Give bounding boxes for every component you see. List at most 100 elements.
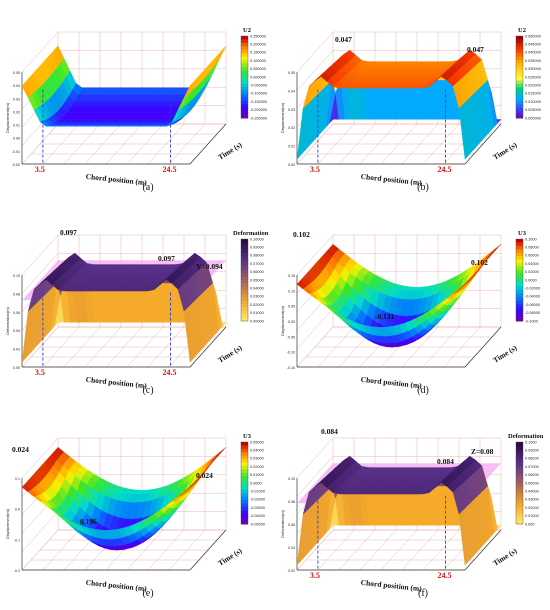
x-axis-label: Chord position (m)	[360, 375, 422, 390]
legend-tick-label: -0.200000	[250, 108, 267, 112]
z-tick-label: -0.15	[287, 366, 295, 370]
z-tick-label: 0.0	[15, 508, 20, 512]
surface	[21, 252, 227, 363]
z-tick-label: 0.05	[288, 305, 295, 309]
legend-tick-label: -0.1000	[525, 319, 538, 323]
legend-tick-label: -0.04000	[525, 295, 540, 299]
panel-caption: (a)	[142, 182, 153, 193]
legend-tick-label: 0.06000	[525, 473, 539, 477]
legend-tick-label: -0.02000	[525, 287, 540, 291]
legend-tick-label: 0.0000	[525, 278, 537, 282]
x-mark-label: 24.5	[438, 571, 452, 580]
legend-title: Deformation	[508, 433, 544, 440]
x-axis-label: Chord position (m)	[85, 172, 147, 187]
z-tick-label: 0.08	[288, 500, 295, 504]
annotation: 0.047	[467, 45, 484, 54]
surface	[296, 49, 502, 160]
y-axis-label: Time (s)	[216, 546, 244, 568]
legend-tick-label: -0.01000	[250, 490, 265, 494]
legend-tick-label: 0.04000	[250, 287, 264, 291]
legend-tick-label: 0.000000	[250, 75, 266, 79]
z-tick-label: -0.05	[287, 335, 295, 339]
y-axis-label: Time (s)	[491, 140, 519, 162]
legend-tick-label: -0.06000	[525, 303, 540, 307]
legend-tick-label: 0.03000	[525, 498, 539, 502]
x-mark-label: 24.5	[438, 165, 452, 174]
x-mark-label: 24.5	[163, 165, 177, 174]
z-tick-label: -0.1	[14, 538, 20, 542]
legend-tick-label: 0.015000	[525, 92, 541, 96]
legend-tick-label: 0.06000	[250, 270, 264, 274]
z-tick-label: -0.01	[12, 150, 20, 154]
legend-tick-label: 0.02000	[250, 465, 264, 469]
legend-tick-label: -0.05000	[250, 522, 265, 526]
legend-tick-label: 0.1000	[525, 440, 537, 444]
legend-tick-label: 0.08000	[250, 254, 264, 258]
surface	[296, 455, 502, 566]
panel-caption: (f)	[418, 588, 428, 599]
x-axis-label: Chord position (m)	[85, 578, 147, 593]
annotation: 0.084	[321, 427, 338, 436]
legend-tick-label: 0.01000	[250, 311, 264, 315]
colorbar: U30.05000 0.04000 0.03000 0.02000 0.01000 0.0…	[240, 433, 265, 526]
legend-tick-label: 0.020000	[525, 84, 541, 88]
z-tick-label: 0.10	[13, 274, 20, 278]
colorbar: U30.1000 0.08000 0.06000 0.04000 0.02000 0.00…	[515, 230, 540, 323]
z-tick-label: 0.03	[288, 108, 295, 112]
legend-tick-label: 0.03000	[250, 457, 264, 461]
chart-panel-b: 3.5 24.5 0.047 0.047 0.05 0.04 0.03 0.02 0.01 0.0…	[280, 27, 541, 193]
legend-tick-label: 0.035000	[525, 59, 541, 63]
legend-tick-label: 0.200000	[250, 43, 266, 47]
z-tick-label: 0.01	[288, 145, 295, 149]
legend-tick-label: 0.09000	[525, 449, 539, 453]
chart-panel-f: 3.5 24.50.0840.084Z=0.080.100.080.060.040…	[280, 427, 544, 599]
legend-tick-label: 0.03000	[250, 295, 264, 299]
legend-tick-label: 0.01000	[525, 514, 539, 518]
annotation: 0.102	[293, 230, 310, 239]
x-mark-label: 24.5	[163, 368, 177, 377]
legend-tick-label: 0.07000	[250, 262, 264, 266]
legend-tick-label: 0.050000	[250, 67, 266, 71]
z-tick-label: 0.06	[288, 523, 295, 527]
x-mark-label: 3.5	[310, 165, 320, 174]
legend-tick-label: 0.05000	[250, 440, 264, 444]
legend-tick-label: 0.025000	[525, 75, 541, 79]
z-axis-label: Displacement(m)	[5, 102, 10, 133]
x-mark-label: 3.5	[35, 165, 45, 174]
legend-tick-label: -0.08000	[525, 311, 540, 315]
legend-tick-label: 0.04000	[250, 449, 264, 453]
axis-lines	[21, 478, 227, 571]
annotation: 0.097	[60, 228, 77, 237]
legend-tick-label: 0.050000	[525, 34, 541, 38]
annotation: 0.024	[12, 445, 29, 454]
x-mark-label: 3.5	[310, 571, 320, 580]
legend-tick-label: -0.100000	[250, 92, 267, 96]
legend-title: U3	[243, 433, 252, 440]
legend-tick-label: 0.04000	[525, 490, 539, 494]
legend-tick-label: 0.09000	[250, 246, 264, 250]
legend-tick-label: 0.045000	[525, 43, 541, 47]
z-tick-label: 0.00	[288, 320, 295, 324]
axis-lines	[21, 275, 227, 368]
legend-tick-label: 0.0000	[250, 481, 262, 485]
z-tick-label: 0.01	[13, 124, 20, 128]
legend-title: U2	[518, 27, 526, 34]
x-axis-label: Chord position (m)	[85, 375, 147, 390]
legend-tick-label: 0.010000	[525, 100, 541, 104]
surface	[21, 45, 227, 127]
surface	[21, 446, 227, 551]
legend-tick-label: 0.030000	[525, 67, 541, 71]
z-axis-label: Deformation(m)	[280, 509, 285, 537]
colorbar: U20.050000 0.045000 0.040000 0.035000 0.0300…	[515, 27, 541, 120]
panel-caption: (e)	[142, 588, 153, 599]
z-tick-label: 0.10	[288, 477, 295, 481]
y-axis-label: Time (s)	[491, 546, 519, 568]
annotation: 0.047	[335, 35, 352, 44]
z-tick-label: 0.15	[288, 274, 295, 278]
z-tick-label: 0.00	[288, 163, 295, 167]
legend-tick-label: 0.10000	[250, 237, 264, 241]
z-axis-label: Deformation(m)	[5, 306, 10, 334]
colorbar: U20.250000 0.200000 0.150000 0.100000 0.0500…	[240, 27, 267, 120]
